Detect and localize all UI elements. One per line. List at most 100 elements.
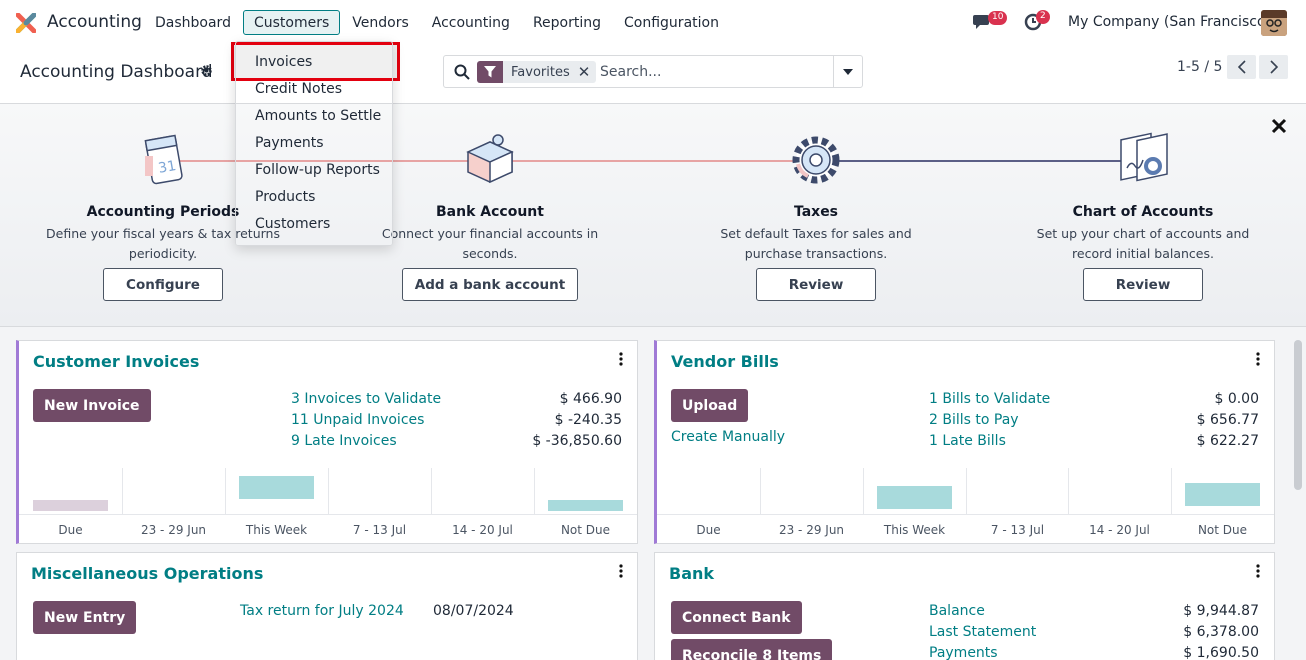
chat-icon[interactable] [972,13,992,31]
menu-customers[interactable]: Customers [242,10,341,35]
step-title: Bank Account [436,204,544,220]
payments-link[interactable]: Payments [929,645,998,660]
step-description: Connect your financial accounts in secon… [381,226,599,261]
tax-return-link[interactable]: Tax return for July 2024 [240,603,404,619]
step-accounting-periods: 31 Accounting Periods Define your fiscal… [23,128,303,264]
chevron-right-icon [1269,60,1278,74]
menu-dashboard[interactable]: Dashboard [155,15,231,31]
invoices-to-validate-link[interactable]: 3 Invoices to Validate [291,391,442,407]
search-bar: Favorites ✕ [443,55,863,88]
last-statement-link[interactable]: Last Statement [929,624,1037,640]
kebab-menu-icon[interactable] [619,351,623,367]
review-taxes-button[interactable]: Review [756,268,876,301]
customers-menu-items: Invoices Credit Notes Amounts to Settle … [235,41,393,246]
chart-category-label: 7 - 13 Jul [352,523,407,537]
chart-category-label: Not Due [560,523,611,537]
chart-bar[interactable] [877,486,952,509]
step-title: Taxes [793,204,839,220]
tax-return-date: 08/07/2024 [433,603,514,619]
chart-column-separator [534,468,535,514]
late-bills-link[interactable]: 1 Late Bills [929,433,1006,449]
gear-icon[interactable] [200,64,213,77]
search-input[interactable] [600,61,830,83]
unpaid-invoices-link[interactable]: 11 Unpaid Invoices [291,412,425,428]
facet-remove-icon[interactable]: ✕ [577,63,591,81]
chart-category-label: This Week [883,523,946,537]
odoo-logo-icon[interactable] [16,13,36,33]
onboarding-banner: 31 Accounting Periods Define your fiscal… [0,104,1306,327]
avatar[interactable] [1261,10,1287,36]
kebab-menu-icon[interactable] [1256,563,1260,579]
chart-bar[interactable] [548,500,623,511]
timeline-pending [816,160,1143,162]
bills-to-pay-link[interactable]: 2 Bills to Pay [929,412,1019,428]
timeline-done [490,160,816,162]
vendor-bills-card: Vendor Bills Upload Create Manually 1 Bi… [654,340,1275,544]
upload-button[interactable]: Upload [671,389,749,422]
control-panel: Accounting Dashboard Favorites ✕ 1-5 / 5 [0,46,1306,104]
invoices-highlight-box [231,42,400,81]
pager-value[interactable]: 1-5 / 5 [1177,59,1223,75]
chart-category-label: 23 - 29 Jun [778,523,845,537]
card-title[interactable]: Customer Invoices [33,352,200,371]
chart-column-separator [760,468,761,514]
chart-bar[interactable] [33,500,108,511]
balance-link[interactable]: Balance [929,603,985,619]
amount: $ 1,690.50 [1183,645,1259,660]
reconcile-items-button[interactable]: Reconcile 8 Items [671,639,833,660]
add-bank-account-button[interactable]: Add a bank account [402,268,578,301]
new-invoice-button[interactable]: New Invoice [33,389,151,422]
chart-category-label: 14 - 20 Jul [452,523,513,537]
facet-label: Favorites [511,64,570,80]
menu-item-products[interactable]: Products [255,189,316,205]
configure-button[interactable]: Configure [103,268,223,301]
company-switcher[interactable]: My Company (San Francisco) [1068,14,1271,30]
caret-down-icon [843,68,853,75]
create-manually-link[interactable]: Create Manually [671,429,786,445]
kebab-menu-icon[interactable] [1256,351,1260,367]
menu-reporting[interactable]: Reporting [532,15,602,31]
misc-operations-card: Miscellaneous Operations New Entry Tax r… [16,552,638,660]
page-scrollbar[interactable] [1294,340,1302,490]
chart-bar[interactable] [239,476,314,499]
menu-configuration[interactable]: Configuration [624,15,719,31]
card-title[interactable]: Bank [669,564,715,583]
chart-category-label: Due [696,523,721,537]
pager-next-button[interactable] [1259,55,1288,79]
search-options-toggle[interactable] [833,56,862,87]
amount: $ 9,944.87 [1183,603,1259,619]
menu-item-invoices[interactable]: Invoices [255,54,313,70]
chart-column-separator [328,468,329,514]
menu-item-payments[interactable]: Payments [255,135,324,151]
menu-item-credit-notes[interactable]: Credit Notes [255,81,342,97]
card-title[interactable]: Vendor Bills [671,352,779,371]
chart-column-separator [1171,468,1172,514]
chart-category-label: 14 - 20 Jul [1089,523,1150,537]
chart-category-label: 23 - 29 Jun [140,523,207,537]
amount: $ 6,378.00 [1183,624,1259,640]
connect-bank-button[interactable]: Connect Bank [671,601,802,634]
bills-to-validate-link[interactable]: 1 Bills to Validate [929,391,1051,407]
aged-receivable-chart[interactable]: Due 23 - 29 Jun This Week 7 - 13 Jul 14 - 20… [19,468,637,540]
app-name[interactable]: Accounting [47,12,142,32]
review-chart-button[interactable]: Review [1083,268,1203,301]
card-title[interactable]: Miscellaneous Operations [31,564,264,583]
menu-item-amounts-to-settle[interactable]: Amounts to Settle [255,108,382,124]
chart-bar[interactable] [1185,483,1260,506]
amount: $ -36,850.60 [532,433,622,449]
chart-column-separator [966,468,967,514]
chart-baseline [657,514,1274,515]
late-invoices-link[interactable]: 9 Late Invoices [291,433,397,449]
chart-category-label: This Week [245,523,308,537]
menu-accounting[interactable]: Accounting [431,15,510,31]
close-icon[interactable] [1268,115,1290,137]
menu-item-customers[interactable]: Customers [255,216,331,232]
pager-previous-button[interactable] [1227,55,1256,79]
messages-badge: 10 [988,11,1008,25]
new-entry-button[interactable]: New Entry [33,601,137,634]
kebab-menu-icon[interactable] [619,563,623,579]
menu-item-follow-up-reports[interactable]: Follow-up Reports [255,162,380,178]
aged-payable-chart[interactable]: Due 23 - 29 Jun This Week 7 - 13 Jul 14 - 20… [657,468,1274,540]
menu-vendors[interactable]: Vendors [352,15,409,31]
chart-column-separator [225,468,226,514]
